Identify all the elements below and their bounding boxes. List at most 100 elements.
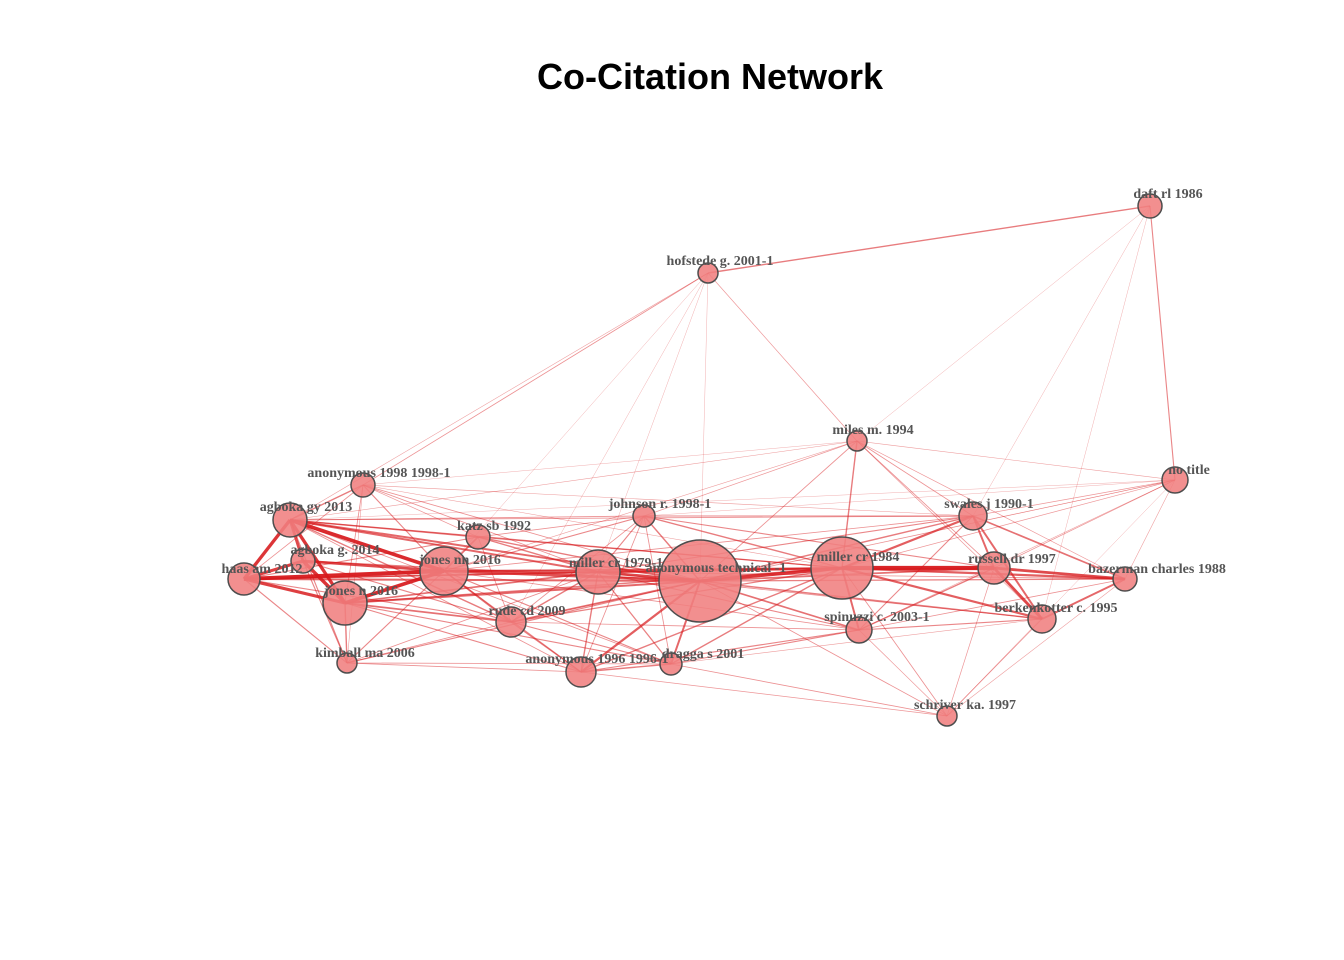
edge-bazerman-berkenkotter [1041, 578, 1126, 620]
edge-katz-johnson [477, 515, 645, 538]
edge-haas-kimball [243, 578, 348, 664]
node-dragga[interactable] [659, 652, 683, 676]
label-layer: daft rl 1986 hofstede g. 2001-1 miles m. 1… [222, 187, 1226, 713]
node-label-spinuzzi: spinuzzi c. 2003-1 [824, 610, 929, 625]
edge-spinuzzi-dragga [670, 629, 860, 665]
edge-miles-berkenkotter [856, 440, 1043, 620]
edge-swales-bazerman [972, 515, 1126, 580]
node-label-millercr1984: miller cr 1984 [817, 550, 900, 565]
node-jonesn[interactable] [322, 580, 368, 626]
edge-anontech-schriver [699, 580, 948, 717]
edge-miles-agboka2013 [289, 440, 858, 521]
node-label-katz: katz sb 1992 [457, 519, 531, 534]
node-label-anon1998: anonymous 1998 1998-1 [307, 466, 450, 481]
edge-notitle-russell [993, 479, 1176, 569]
node-label-jonesn: jones n 2016 [323, 584, 398, 599]
node-swales[interactable] [958, 501, 988, 531]
edge-daft-swales [972, 205, 1151, 517]
node-label-kimball: kimball ma 2006 [315, 646, 415, 661]
edge-notitle-agboka2013 [289, 479, 1176, 521]
node-rude[interactable] [495, 606, 527, 638]
node-spinuzzi[interactable] [845, 616, 873, 644]
node-haas[interactable] [227, 562, 261, 596]
edge-hofstede-anon1998 [362, 272, 709, 486]
node-label-hofstede: hofstede g. 2001-1 [667, 254, 774, 269]
edge-anon1998-haas [243, 484, 364, 580]
node-russell[interactable] [977, 551, 1011, 585]
page-title: Co-Citation Network [537, 56, 883, 97]
node-label-notitle: no title [1168, 463, 1210, 478]
node-miles[interactable] [846, 430, 868, 452]
node-label-miles: miles m. 1994 [832, 423, 913, 438]
edge-katz-millercr1984 [477, 536, 843, 569]
edge-jonesnn-johnson [443, 515, 645, 572]
edge-hofstede-miles [707, 272, 858, 442]
node-label-bazerman: bazerman charles 1988 [1088, 562, 1226, 577]
edge-johnson-dragga [643, 515, 672, 665]
edge-johnson-anon1996 [580, 515, 645, 673]
node-notitle[interactable] [1161, 466, 1189, 494]
edge-rude-dragga [510, 621, 672, 665]
node-label-swales: swales j 1990-1 [944, 497, 1033, 512]
node-katz[interactable] [465, 524, 491, 550]
node-label-schriver: schriver ka. 1997 [914, 698, 1016, 713]
node-millercr1979[interactable] [575, 549, 621, 595]
edge-berkenkotter-schriver [946, 618, 1043, 717]
edge-miles-swales [856, 440, 974, 517]
node-layer [227, 193, 1189, 727]
node-berkenkotter[interactable] [1027, 604, 1057, 634]
node-agboka2014[interactable] [290, 548, 316, 574]
edge-notitle-schriver [946, 479, 1176, 717]
node-label-johnson: johnson r. 1998-1 [608, 497, 712, 512]
node-schriver[interactable] [936, 705, 958, 727]
edge-bazerman-schriver [946, 578, 1126, 717]
node-label-haas: haas am 2012 [222, 562, 303, 577]
node-anon1998[interactable] [350, 472, 376, 498]
node-label-agboka2013: agboka gy 2013 [260, 500, 353, 515]
node-label-dragga: dragga s 2001 [662, 647, 744, 662]
edge-rude-kimball [346, 621, 512, 664]
edge-jonesn-rude [344, 602, 512, 623]
edge-agboka2013-jonesnn [289, 518, 445, 573]
node-millercr1984[interactable] [810, 536, 874, 600]
edge-notitle-bazerman [1124, 479, 1176, 580]
edge-notitle-swales [972, 479, 1176, 517]
edge-notitle-johnson [643, 479, 1176, 517]
edge-anontech-bazerman [699, 578, 1126, 582]
node-hofstede[interactable] [697, 262, 719, 284]
edge-agboka2013-johnson [289, 515, 645, 521]
edge-agboka2014-rude [302, 560, 512, 623]
edge-millercr1979-swales [597, 515, 974, 573]
node-anontech[interactable] [658, 539, 742, 623]
node-label-millercr1979: miller cr 1979-1 [569, 556, 663, 571]
edge-daft-miles [856, 205, 1151, 442]
edge-hofstede-millercr1979 [597, 272, 709, 573]
edge-millercr1984-berkenkotter [841, 566, 1043, 621]
edge-millercr1984-johnson [643, 515, 843, 569]
node-anon1996[interactable] [565, 656, 597, 688]
edge-haas-katz [243, 536, 479, 580]
edge-dragga-schriver [670, 663, 948, 717]
edge-millercr1984-dragga [670, 567, 843, 665]
edge-russell-johnson [643, 515, 995, 569]
node-label-russell: russell dr 1997 [968, 552, 1056, 567]
edge-anon1998-swales [362, 484, 974, 517]
node-label-anon1996: anonymous 1996 1996-1 [525, 652, 668, 667]
edge-anon1996-schriver [580, 671, 948, 717]
node-label-jonesnn: jones nn 2016 [418, 553, 501, 568]
node-kimball[interactable] [336, 652, 358, 674]
node-jonesnn[interactable] [419, 546, 469, 596]
node-johnson[interactable] [632, 504, 656, 528]
node-daft[interactable] [1137, 193, 1163, 219]
edge-jonesn-anon1996 [344, 602, 582, 673]
edge-spinuzzi-schriver [858, 629, 948, 717]
node-agboka2013[interactable] [272, 502, 308, 538]
edge-miles-johnson [643, 440, 858, 517]
edge-bazerman-spinuzzi [858, 578, 1126, 631]
node-bazerman[interactable] [1112, 566, 1138, 592]
edge-russell-spinuzzi [858, 567, 995, 631]
edge-kimball-dragga [346, 662, 672, 665]
edge-daft-notitle [1149, 205, 1176, 481]
edge-russell-schriver [946, 567, 995, 717]
